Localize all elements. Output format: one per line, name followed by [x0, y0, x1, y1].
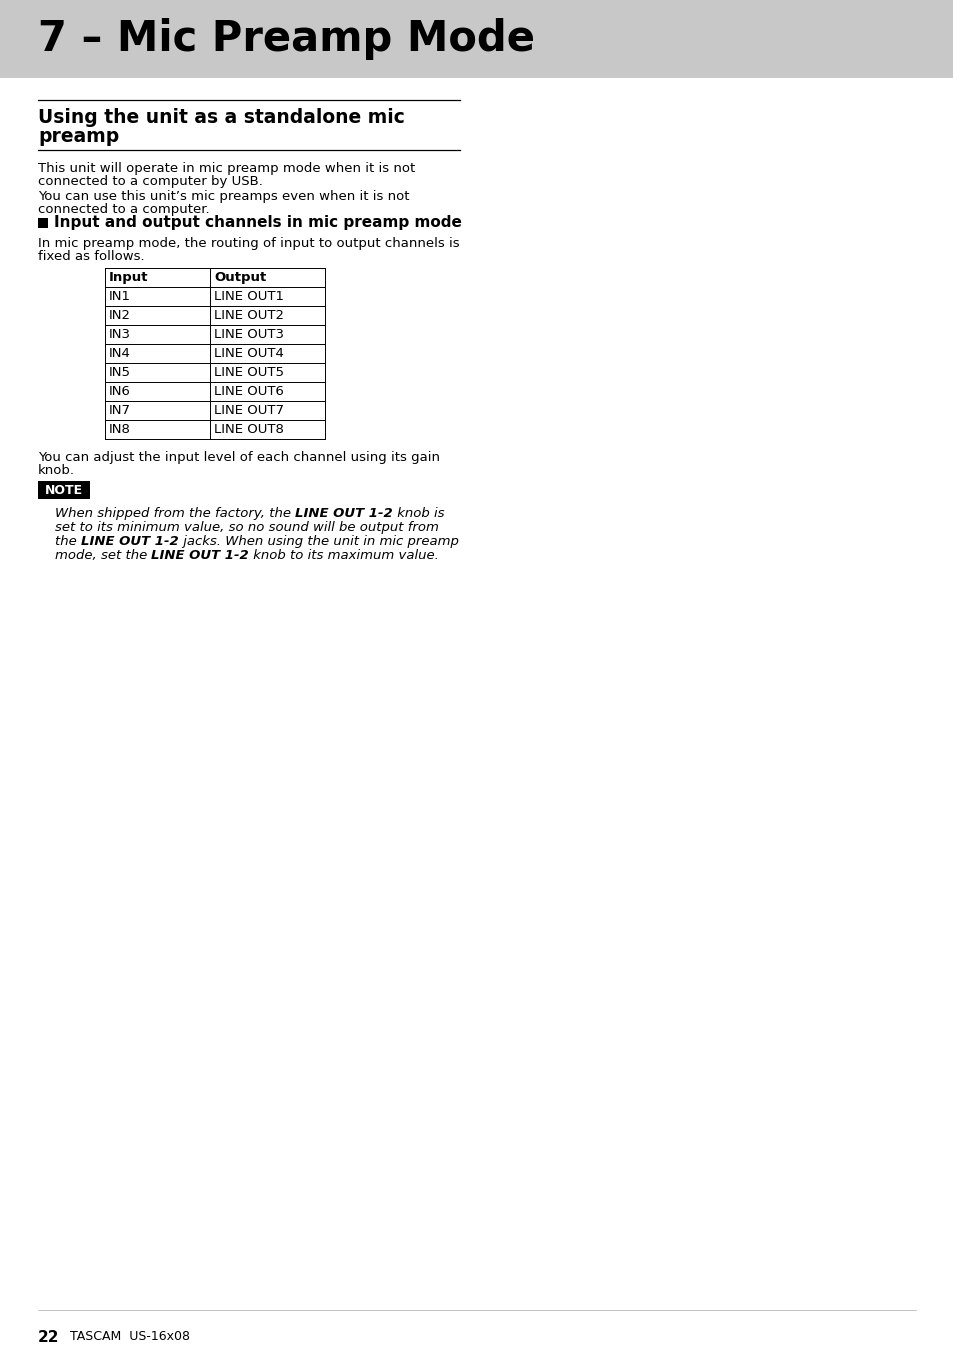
Text: IN8: IN8 — [109, 423, 131, 436]
Text: IN4: IN4 — [109, 347, 131, 360]
Text: set to its minimum value, so no sound will be output from: set to its minimum value, so no sound wi… — [55, 521, 438, 535]
Text: LINE OUT5: LINE OUT5 — [213, 366, 284, 379]
Text: LINE OUT 1-2: LINE OUT 1-2 — [152, 549, 249, 562]
Text: 7 – Mic Preamp Mode: 7 – Mic Preamp Mode — [38, 18, 535, 59]
Text: LINE OUT4: LINE OUT4 — [213, 347, 284, 360]
Text: IN3: IN3 — [109, 328, 131, 342]
Text: LINE OUT8: LINE OUT8 — [213, 423, 284, 436]
Text: This unit will operate in mic preamp mode when it is not: This unit will operate in mic preamp mod… — [38, 162, 415, 176]
Text: LINE OUT7: LINE OUT7 — [213, 404, 284, 417]
Text: knob is: knob is — [393, 508, 444, 520]
Text: mode, set the: mode, set the — [55, 549, 152, 562]
Text: You can use this unit’s mic preamps even when it is not: You can use this unit’s mic preamps even… — [38, 190, 409, 202]
Text: You can adjust the input level of each channel using its gain: You can adjust the input level of each c… — [38, 451, 439, 464]
Text: LINE OUT1: LINE OUT1 — [213, 290, 284, 302]
Text: connected to a computer by USB.: connected to a computer by USB. — [38, 176, 263, 188]
Text: When shipped from the factory, the: When shipped from the factory, the — [55, 508, 294, 520]
Text: NOTE: NOTE — [45, 483, 83, 497]
Text: IN6: IN6 — [109, 385, 131, 398]
Text: LINE OUT2: LINE OUT2 — [213, 309, 284, 323]
Bar — [0, 0, 953, 78]
Text: IN2: IN2 — [109, 309, 131, 323]
Text: connected to a computer.: connected to a computer. — [38, 202, 210, 216]
Text: knob to its maximum value.: knob to its maximum value. — [249, 549, 438, 562]
Text: IN7: IN7 — [109, 404, 131, 417]
Bar — [38, 217, 48, 228]
Text: LINE OUT 1-2: LINE OUT 1-2 — [81, 535, 178, 548]
Text: Input and output channels in mic preamp mode: Input and output channels in mic preamp … — [54, 216, 461, 231]
Text: In mic preamp mode, the routing of input to output channels is: In mic preamp mode, the routing of input… — [38, 238, 459, 250]
Text: IN1: IN1 — [109, 290, 131, 302]
Text: TASCAM  US-16x08: TASCAM US-16x08 — [70, 1330, 190, 1343]
Text: LINE OUT3: LINE OUT3 — [213, 328, 284, 342]
Text: the: the — [55, 535, 81, 548]
Bar — [38, 481, 90, 500]
Text: LINE OUT 1-2: LINE OUT 1-2 — [294, 508, 393, 520]
Text: fixed as follows.: fixed as follows. — [38, 250, 145, 263]
Text: Using the unit as a standalone mic: Using the unit as a standalone mic — [38, 108, 404, 127]
Text: 22: 22 — [38, 1330, 59, 1345]
Text: Input: Input — [109, 271, 149, 284]
Text: knob.: knob. — [38, 464, 75, 477]
Text: preamp: preamp — [38, 127, 119, 146]
Text: Output: Output — [213, 271, 266, 284]
Text: LINE OUT6: LINE OUT6 — [213, 385, 284, 398]
Text: IN5: IN5 — [109, 366, 131, 379]
Text: jacks. When using the unit in mic preamp: jacks. When using the unit in mic preamp — [178, 535, 458, 548]
